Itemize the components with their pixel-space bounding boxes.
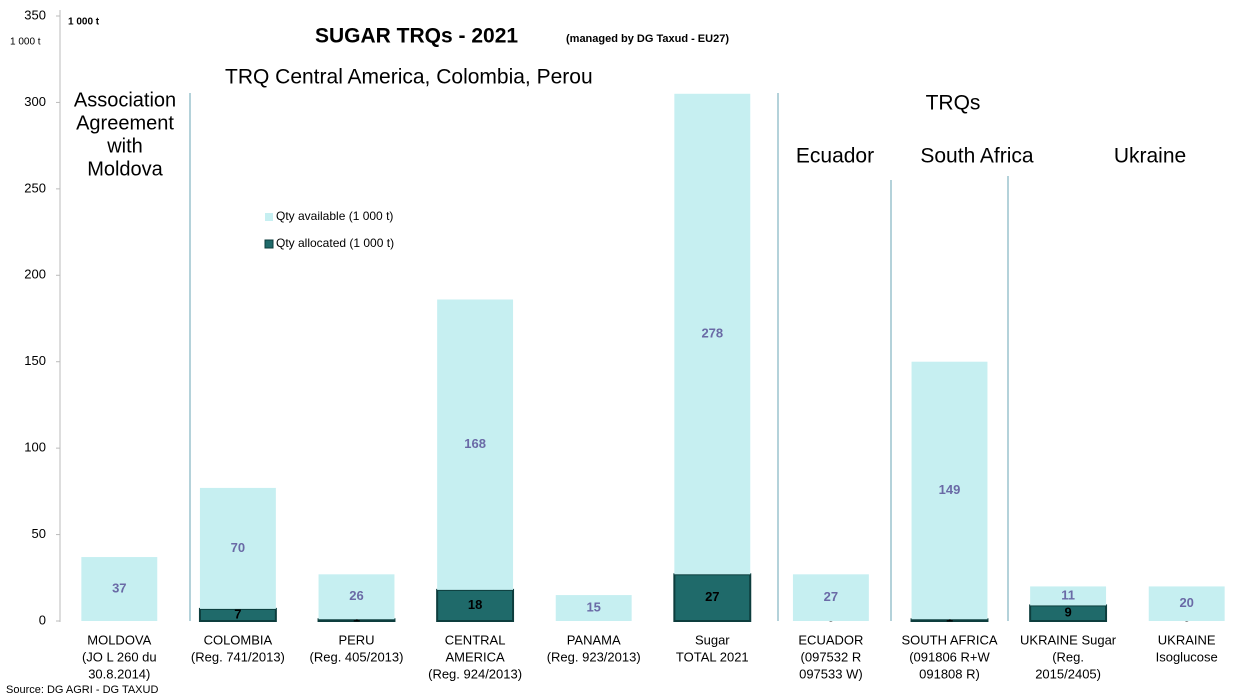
unit-label: 1 000 t: [10, 37, 41, 48]
bar-segment: [318, 574, 395, 620]
x-tick-label: (091806 R+W: [909, 649, 990, 664]
group-label: Ukraine: [1114, 145, 1186, 168]
x-tick-label: (Reg. 923/2013): [547, 649, 641, 664]
x-tick-label: SOUTH AFRICA: [901, 632, 997, 647]
bar-segment: [436, 588, 515, 623]
y-tick-label: 200: [24, 267, 46, 282]
value-label: 70: [231, 540, 245, 555]
value-label: 37: [112, 580, 126, 595]
bar-segment: [555, 595, 632, 621]
bar-segment: [1030, 586, 1107, 606]
group-label: Agreement: [76, 112, 174, 134]
value-label: 27: [824, 589, 838, 604]
value-label: 20: [1179, 595, 1193, 610]
x-tick-label: (JO L 260 du: [82, 649, 157, 664]
x-tick-label: ECUADOR: [798, 632, 863, 647]
x-tick-label: UKRAINE: [1158, 632, 1216, 647]
legend-label: Qty allocated (1 000 t): [276, 236, 394, 250]
unit-label: 1 000 t: [68, 17, 100, 28]
x-tick-label: Isoglucose: [1156, 649, 1218, 664]
value-label: 149: [939, 482, 961, 497]
legend-swatch: [264, 239, 274, 249]
y-tick-label: 100: [24, 440, 46, 455]
y-tick-label: 250: [24, 180, 46, 195]
group-label: Ecuador: [796, 145, 874, 168]
y-tick-label: 350: [24, 7, 46, 22]
y-tick-label: 150: [24, 353, 46, 368]
x-tick-label: Sugar: [695, 632, 730, 647]
bar-segment: [674, 93, 751, 575]
value-label: 168: [464, 436, 486, 451]
x-tick-label: PERU: [338, 632, 374, 647]
bar-segment: [1148, 586, 1225, 621]
bar-segment: [199, 487, 276, 609]
value-label: 27: [705, 589, 719, 604]
group-label: TRQs: [926, 92, 981, 115]
x-tick-label: COLOMBIA: [204, 632, 273, 647]
group-label: South Africa: [920, 145, 1034, 168]
x-tick-label: (097532 R: [801, 649, 862, 664]
x-tick-label: UKRAINE Sugar: [1020, 632, 1117, 647]
x-tick-label: 097533 W): [799, 666, 863, 681]
x-tick-label: CENTRAL: [445, 632, 506, 647]
group-label: TRQ Central America, Colombia, Perou: [225, 66, 593, 89]
x-tick-label: MOLDOVA: [87, 632, 151, 647]
value-label: 18: [468, 597, 482, 612]
y-tick-label: 50: [32, 526, 46, 541]
x-tick-label: (Reg.: [1052, 649, 1084, 664]
x-tick-label: (Reg. 405/2013): [310, 649, 404, 664]
bar-segment: [792, 574, 869, 621]
value-label: 26: [349, 588, 363, 603]
y-tick-label: 0: [39, 612, 46, 627]
value-label: 9: [1064, 605, 1071, 620]
legend-swatch: [265, 213, 273, 221]
bar-segment: [673, 573, 752, 622]
x-tick-label: 091808 R): [919, 666, 980, 681]
x-tick-label: (Reg. 924/2013): [428, 666, 522, 681]
legend-label: Qty available (1 000 t): [276, 209, 393, 223]
x-tick-label: TOTAL 2021: [676, 649, 749, 664]
x-tick-label: PANAMA: [567, 632, 621, 647]
group-label: Moldova: [87, 158, 163, 180]
chart-title: SUGAR TRQs - 2021: [315, 25, 518, 48]
bar-segment: [81, 557, 158, 621]
group-label: with: [106, 135, 143, 157]
value-label: 278: [701, 325, 723, 340]
source: Source: DG AGRI - DG TAXUD: [6, 684, 158, 696]
bar-segment: [911, 361, 988, 620]
x-tick-label: 30.8.2014): [88, 666, 150, 681]
x-tick-label: (Reg. 741/2013): [191, 649, 285, 664]
value-label: 11: [1061, 587, 1075, 602]
value-label: 7: [234, 606, 241, 621]
bar-segment: [437, 299, 514, 590]
y-tick-label: 300: [24, 94, 46, 109]
x-tick-label: AMERICA: [445, 649, 505, 664]
x-tick-label: 2015/2405): [1035, 666, 1101, 681]
group-label: Association: [74, 89, 176, 111]
chart-subtitle: (managed by DG Taxud - EU27): [566, 33, 729, 45]
value-label: 15: [586, 599, 600, 614]
